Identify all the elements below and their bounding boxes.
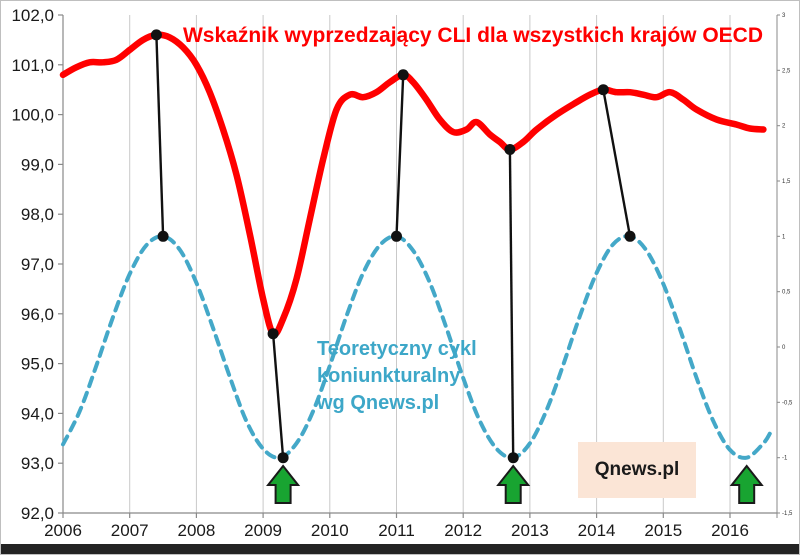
- svg-text:2: 2: [782, 124, 786, 130]
- cycle-series-line: [61, 234, 772, 460]
- svg-text:2,5: 2,5: [782, 68, 791, 74]
- cycle-annotation-line2: koniunkturalny: [317, 365, 461, 387]
- svg-text:2010: 2010: [311, 521, 349, 540]
- qnews-watermark-box: Qnews.pl: [578, 442, 696, 498]
- svg-text:1: 1: [782, 234, 786, 240]
- svg-text:100,0: 100,0: [11, 106, 54, 125]
- qnews-watermark-label: Qnews.pl: [594, 459, 680, 480]
- svg-text:2006: 2006: [44, 521, 82, 540]
- svg-text:2008: 2008: [177, 521, 215, 540]
- svg-text:99,0: 99,0: [21, 155, 54, 174]
- cycle-annotation-line3: wg Qnews.pl: [317, 392, 440, 414]
- svg-text:1,5: 1,5: [782, 179, 791, 185]
- svg-text:2013: 2013: [511, 521, 549, 540]
- svg-text:2011: 2011: [378, 521, 415, 540]
- svg-text:2012: 2012: [444, 521, 482, 540]
- svg-text:3: 3: [782, 13, 786, 19]
- gridlines: [129, 15, 731, 513]
- marker-dots: [150, 29, 636, 464]
- cli-series-line: [59, 31, 767, 338]
- svg-text:102,0: 102,0: [11, 6, 54, 25]
- svg-text:96,0: 96,0: [21, 305, 54, 324]
- svg-text:95,0: 95,0: [21, 355, 54, 374]
- left-axis-labels: 102,0 101,0 100,0 99,0 98,0 97,0 96,0 95,0 94,0 9…: [11, 6, 63, 523]
- cycle-annotation-line1: Teoretyczny cykl: [317, 338, 477, 360]
- up-arrow-icon: [496, 464, 531, 504]
- svg-text:2015: 2015: [644, 521, 682, 540]
- x-axis-labels: 2006 2007 2008 2009 2010 2011 2012 2013 2014 2015…: [44, 513, 778, 540]
- svg-text:97,0: 97,0: [21, 255, 54, 274]
- up-arrow-icon: [729, 464, 764, 504]
- svg-text:2007: 2007: [111, 521, 149, 540]
- svg-text:-0,5: -0,5: [782, 400, 793, 406]
- svg-text:98,0: 98,0: [21, 205, 54, 224]
- svg-text:92,0: 92,0: [21, 504, 54, 523]
- connector-lines: [155, 34, 632, 458]
- svg-text:93,0: 93,0: [21, 454, 54, 473]
- bottom-bar: [0, 544, 800, 555]
- svg-text:94,0: 94,0: [21, 404, 54, 423]
- chart-title: Wskaźnik wyprzedzający CLI dla wszystkic…: [182, 24, 764, 47]
- svg-text:2014: 2014: [578, 521, 616, 540]
- svg-text:-1: -1: [782, 456, 788, 462]
- svg-text:-1,5: -1,5: [782, 511, 793, 517]
- cycle-annotation: Teoretyczny cykl koniunkturalny wg Qnews…: [317, 336, 477, 417]
- svg-text:2009: 2009: [244, 521, 282, 540]
- svg-text:0: 0: [782, 345, 786, 351]
- up-arrow-icon: [266, 464, 301, 504]
- svg-text:101,0: 101,0: [11, 56, 54, 75]
- svg-text:0,5: 0,5: [782, 290, 791, 296]
- turning-point-arrows: [266, 464, 764, 504]
- right-axis-labels: 3 2,5 2 1,5 1 0,5 0 -0,5 -1 -1,5: [777, 13, 793, 517]
- svg-text:2016: 2016: [711, 521, 749, 540]
